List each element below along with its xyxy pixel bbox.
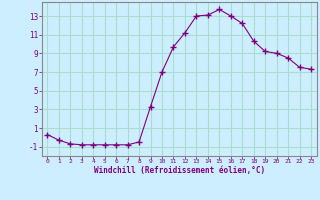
X-axis label: Windchill (Refroidissement éolien,°C): Windchill (Refroidissement éolien,°C)	[94, 166, 265, 175]
